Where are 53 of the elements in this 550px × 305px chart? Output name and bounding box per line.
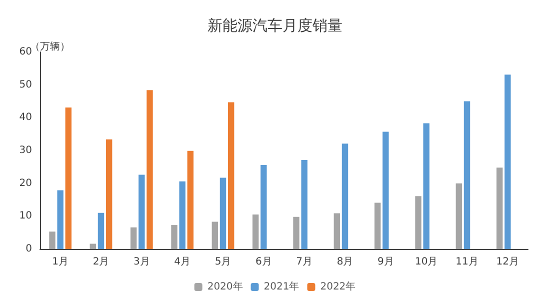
x-tick-label: 6月	[255, 256, 272, 268]
bar	[130, 227, 137, 249]
x-tick-label: 2月	[92, 256, 110, 268]
bar	[57, 190, 64, 249]
x-tick-label: 12月	[496, 256, 520, 268]
bar	[252, 214, 259, 249]
x-tick-label: 10月	[414, 256, 438, 268]
y-tick-label: 60	[19, 46, 32, 58]
bar	[179, 181, 186, 249]
bar	[374, 202, 381, 249]
x-tick-label: 5月	[214, 256, 232, 268]
y-tick-label: 10	[19, 210, 32, 222]
bar	[65, 107, 72, 249]
bar	[106, 139, 112, 249]
legend-label: 2021年	[264, 280, 300, 292]
bar	[228, 102, 234, 249]
x-tick-label: 3月	[133, 256, 150, 268]
bar	[382, 132, 389, 249]
bar	[301, 160, 308, 249]
bar	[98, 212, 104, 249]
bar	[334, 213, 340, 249]
bar	[504, 74, 511, 249]
x-tick-label: 4月	[174, 256, 191, 268]
bar	[496, 168, 503, 249]
legend-label: 2020年	[207, 280, 243, 292]
y-tick-label: 30	[19, 145, 32, 156]
y-tick-label: 40	[19, 112, 32, 124]
x-tick-label: 8月	[336, 256, 354, 268]
bar	[212, 222, 218, 249]
bar	[90, 244, 96, 249]
bar	[464, 101, 470, 249]
bar	[138, 174, 145, 249]
y-axis-title: （万辆）	[30, 40, 70, 52]
bar	[146, 90, 153, 249]
bar	[423, 123, 430, 249]
bar	[187, 150, 194, 249]
x-tick-label: 7月	[296, 256, 313, 268]
y-tick-label: 0	[26, 244, 32, 254]
bar	[293, 216, 300, 249]
y-tick-label: 50	[19, 79, 32, 90]
bar	[456, 183, 462, 249]
bar	[415, 196, 422, 249]
chart-title: 新能源汽车月度销量	[208, 16, 342, 34]
legend-label: 2022年	[320, 280, 356, 292]
bar	[220, 178, 226, 249]
x-tick-label: 11月	[456, 256, 478, 268]
bar	[260, 164, 267, 249]
bar	[49, 232, 56, 249]
x-tick-label: 9月	[377, 256, 394, 268]
bar	[342, 144, 348, 249]
x-tick-label: 1月	[52, 256, 69, 268]
bar	[171, 225, 178, 249]
y-tick-label: 20	[19, 178, 32, 189]
